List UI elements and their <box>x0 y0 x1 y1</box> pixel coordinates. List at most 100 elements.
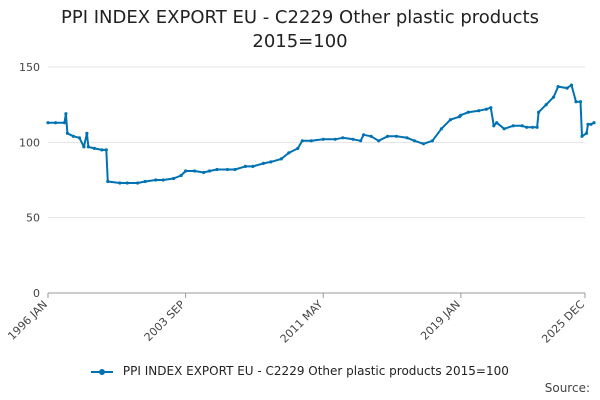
data-point[interactable] <box>82 145 86 149</box>
data-point[interactable] <box>71 134 75 138</box>
data-point[interactable] <box>172 176 176 181</box>
data-point[interactable] <box>569 83 574 87</box>
data-point[interactable] <box>439 127 443 131</box>
data-point[interactable] <box>202 170 206 175</box>
data-point[interactable] <box>279 157 283 161</box>
data-point[interactable] <box>537 110 541 114</box>
y-axis: 0 50 100 150 <box>19 61 40 300</box>
data-point[interactable] <box>287 151 291 155</box>
data-point[interactable] <box>362 133 366 137</box>
data-point[interactable] <box>207 169 212 173</box>
data-point[interactable] <box>430 139 434 143</box>
data-point[interactable] <box>106 179 110 184</box>
source-label: Source: <box>544 381 590 395</box>
data-point[interactable] <box>333 137 337 141</box>
data-point[interactable] <box>394 134 399 138</box>
chart-subtitle: 2015=100 <box>252 31 348 52</box>
data-point[interactable] <box>556 85 560 89</box>
data-point[interactable] <box>46 121 50 125</box>
data-point[interactable] <box>118 181 122 185</box>
data-point[interactable] <box>321 137 325 141</box>
data-point[interactable] <box>386 134 390 138</box>
data-point[interactable] <box>484 107 488 111</box>
chart-title-line: PPI INDEX EXPORT EU - C2229 Other plasti… <box>61 7 539 28</box>
data-point[interactable] <box>53 121 58 125</box>
data-point[interactable] <box>92 146 96 150</box>
data-point[interactable] <box>85 131 89 135</box>
data-point[interactable] <box>136 181 140 185</box>
data-point[interactable] <box>589 122 593 126</box>
data-point[interactable] <box>574 100 578 104</box>
data-point[interactable] <box>580 134 584 138</box>
y-tick-label: 100 <box>19 136 40 149</box>
data-point[interactable] <box>477 109 481 113</box>
data-point[interactable] <box>544 103 548 107</box>
data-point[interactable] <box>77 136 81 140</box>
data-point[interactable] <box>261 161 265 165</box>
data-point[interactable] <box>405 136 409 140</box>
data-point[interactable] <box>459 113 463 117</box>
data-point[interactable] <box>300 139 304 143</box>
data-point[interactable] <box>243 164 247 168</box>
x-tick-label: 2025 DEC <box>539 298 587 346</box>
data-point[interactable] <box>225 167 230 172</box>
x-axis: 1996 JAN 2003 SEP 2011 MAY 2019 JAN 2025 DEC <box>5 293 587 346</box>
data-point[interactable] <box>251 164 255 168</box>
data-point[interactable] <box>535 125 539 129</box>
data-point[interactable] <box>592 121 596 125</box>
data-point[interactable] <box>193 169 197 173</box>
data-point[interactable] <box>309 139 313 143</box>
data-point[interactable] <box>215 167 219 172</box>
data-point[interactable] <box>351 137 355 141</box>
data-point[interactable] <box>104 148 108 152</box>
y-tick-label: 150 <box>19 61 40 74</box>
data-point[interactable] <box>421 142 426 146</box>
x-tick-label: 2003 SEP <box>142 298 188 344</box>
y-tick-label: 0 <box>33 287 40 300</box>
data-point[interactable] <box>62 121 67 125</box>
data-point[interactable] <box>552 95 556 99</box>
data-point[interactable] <box>64 112 68 116</box>
data-point[interactable] <box>492 124 496 128</box>
series-layer <box>46 83 596 185</box>
data-point[interactable] <box>359 139 363 143</box>
data-point[interactable] <box>296 146 300 150</box>
x-tick-label: 2011 MAY <box>278 298 326 346</box>
legend[interactable]: PPI INDEX EXPORT EU - C2229 Other plasti… <box>0 364 600 378</box>
data-point[interactable] <box>184 169 188 173</box>
data-point[interactable] <box>531 125 535 129</box>
data-point[interactable] <box>86 145 90 149</box>
data-point[interactable] <box>448 118 452 122</box>
data-point[interactable] <box>412 139 417 143</box>
data-point[interactable] <box>269 160 273 164</box>
x-tick-label: 1996 JAN <box>5 298 50 343</box>
data-point[interactable] <box>520 124 524 128</box>
data-point[interactable] <box>161 178 165 182</box>
data-point[interactable] <box>125 181 129 185</box>
data-point[interactable] <box>143 179 147 184</box>
data-point[interactable] <box>369 134 373 138</box>
data-point[interactable] <box>578 100 583 104</box>
data-point[interactable] <box>586 122 590 126</box>
data-point[interactable] <box>525 125 529 129</box>
data-point[interactable] <box>377 139 381 143</box>
data-point[interactable] <box>489 106 493 110</box>
data-point[interactable] <box>466 110 470 114</box>
data-point[interactable] <box>179 173 183 178</box>
data-point[interactable] <box>100 148 104 152</box>
y-tick-label: 50 <box>26 212 40 225</box>
legend-line-marker-icon <box>91 368 114 376</box>
data-point[interactable] <box>584 131 589 135</box>
data-point[interactable] <box>341 136 345 140</box>
series-line <box>48 84 595 184</box>
data-point[interactable] <box>502 127 506 131</box>
data-point[interactable] <box>154 178 158 182</box>
legend-label: PPI INDEX EXPORT EU - C2229 Other plasti… <box>122 364 509 378</box>
data-point[interactable] <box>565 86 569 90</box>
data-point[interactable] <box>511 124 515 128</box>
data-point[interactable] <box>233 167 237 172</box>
grid-lines <box>48 66 585 294</box>
data-point[interactable] <box>65 131 69 135</box>
data-point[interactable] <box>495 121 499 125</box>
